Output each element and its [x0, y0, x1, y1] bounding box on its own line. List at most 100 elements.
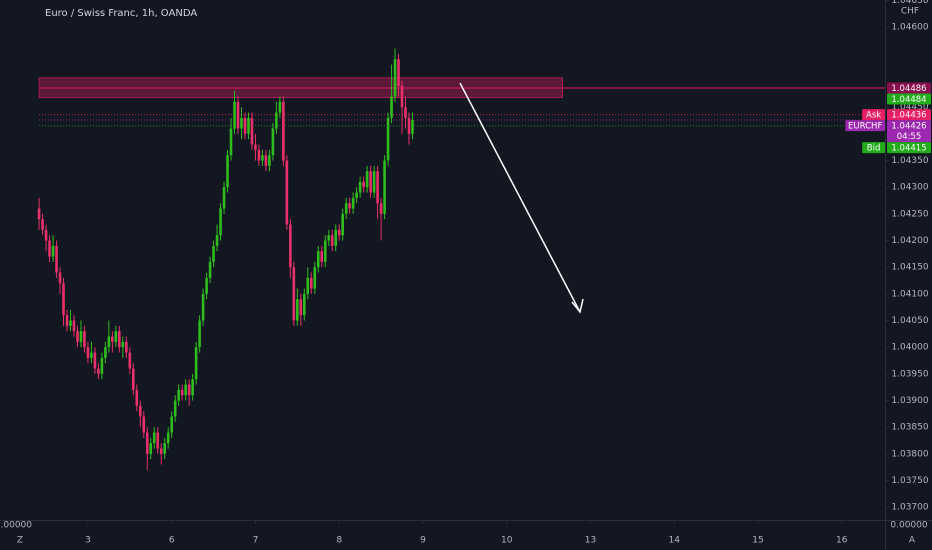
candle-body — [48, 240, 51, 257]
x-tick-label: 15 — [752, 536, 763, 546]
candle-body — [132, 368, 135, 390]
y-tick-label: 1.03950 — [891, 369, 928, 379]
candle-body — [41, 219, 44, 230]
x-tick-label: 8 — [336, 536, 342, 546]
candle-body — [44, 229, 48, 241]
candle-body — [344, 203, 348, 214]
candle-body — [404, 107, 407, 118]
candle-body — [376, 171, 379, 204]
price-tag: Bid — [867, 143, 881, 153]
candle-body — [323, 240, 327, 262]
candle-body — [83, 331, 86, 348]
timezone-button[interactable]: Z — [17, 536, 23, 546]
candle-body — [198, 320, 201, 348]
candle-body — [142, 416, 146, 433]
candle-body — [330, 235, 334, 246]
auto-scale-button[interactable]: A — [909, 536, 916, 546]
plot — [37, 48, 885, 470]
candle-body — [65, 315, 69, 326]
candle-body — [243, 117, 247, 134]
candle-body — [72, 320, 76, 332]
candle-body — [229, 128, 233, 156]
candle-body — [187, 384, 191, 396]
candle-body — [184, 384, 187, 396]
candle-body — [316, 251, 320, 268]
y-tick-label: 1.04450 — [891, 103, 928, 113]
price-tag-box — [845, 120, 885, 132]
candle-body — [51, 245, 55, 257]
candle-body — [299, 299, 303, 316]
candle-body — [393, 59, 397, 97]
candle-body — [309, 277, 313, 289]
price-tag: Ask — [866, 110, 881, 120]
x-tick-label: 13 — [585, 536, 596, 546]
candle-body — [215, 235, 219, 246]
candle-body — [355, 192, 358, 198]
candle-body — [173, 400, 177, 417]
candle-body — [90, 352, 93, 358]
candle-body — [236, 101, 240, 129]
candle-body — [125, 341, 128, 353]
candle-body — [341, 213, 344, 236]
candle-body — [285, 160, 289, 225]
candle-body — [58, 272, 62, 284]
candle-body — [194, 347, 198, 380]
candle-body — [351, 197, 355, 209]
price-label: 1.04484 — [891, 95, 926, 105]
candle-body — [37, 208, 41, 220]
y-tick-label: 1.04100 — [891, 289, 928, 299]
price-tag-box — [862, 142, 885, 154]
y-tick-label: 1.04200 — [891, 236, 928, 246]
candle-body — [372, 171, 376, 193]
candle-body — [180, 389, 184, 396]
candle-body — [111, 336, 114, 342]
candle-body — [107, 336, 111, 348]
candle-body — [278, 101, 282, 113]
candle-body — [407, 117, 411, 134]
y-tick-label: 1.04300 — [891, 183, 928, 193]
candle-body — [306, 277, 310, 294]
candle-body — [275, 112, 278, 129]
price-label: 1.04415 — [891, 143, 926, 153]
y-tick-label: 1.03750 — [891, 476, 928, 486]
candle-body — [320, 251, 324, 262]
y-tick-label: 1.04150 — [891, 263, 928, 273]
candle-body — [222, 187, 226, 209]
candle-body — [128, 352, 132, 369]
countdown: 04:55 — [897, 132, 922, 142]
candle-body — [135, 389, 139, 406]
candle-body — [358, 181, 362, 193]
candle-body — [282, 101, 285, 161]
y-tick-label: 1.03700 — [891, 503, 928, 513]
price-label: 1.04486 — [891, 84, 926, 94]
candle-body — [250, 117, 254, 145]
candle-body — [365, 171, 369, 188]
candle-body — [296, 299, 299, 321]
candle-body — [362, 181, 365, 188]
candle-body — [337, 229, 341, 236]
y-tick-label: 1.04650 — [891, 0, 928, 6]
candle-body — [289, 224, 292, 268]
trend-arrow-head — [571, 298, 584, 314]
candle-body — [79, 331, 83, 342]
x-tick-label: 14 — [668, 536, 680, 546]
x-tick-label: 7 — [253, 536, 259, 546]
price-label: 1.04436 — [891, 110, 926, 120]
y-tick-label: 1.03850 — [891, 423, 928, 433]
y-tick-label: 1.03800 — [891, 449, 928, 459]
x-tick-label: 16 — [836, 536, 848, 546]
x-tick-label: 6 — [169, 536, 175, 546]
candle-body — [149, 443, 153, 454]
volume-label: 0.00000 — [890, 521, 927, 531]
candle-body — [226, 155, 229, 188]
candle-body — [383, 160, 386, 214]
currency-label: CHF — [901, 7, 919, 17]
y-tick-label: 1.04000 — [891, 343, 928, 353]
candle-body — [156, 432, 160, 449]
candle-body — [233, 101, 236, 129]
candle-body — [348, 203, 351, 209]
candle-body — [254, 144, 257, 150]
